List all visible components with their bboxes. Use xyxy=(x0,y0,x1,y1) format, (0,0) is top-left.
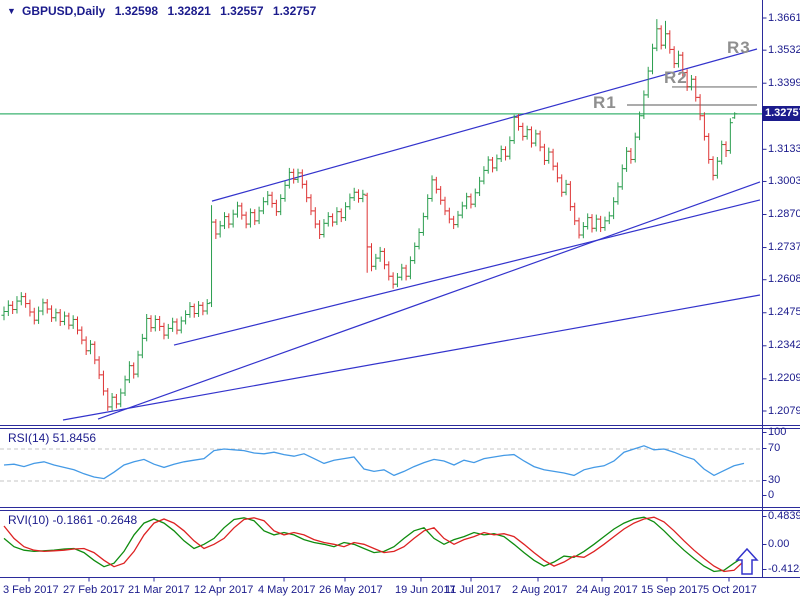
rsi-line xyxy=(3,445,745,480)
price-axis-label: 1.30035 xyxy=(768,174,800,187)
trendline-1[interactable] xyxy=(211,48,758,202)
symbol-period-label: GBPUSD,Daily xyxy=(22,4,106,18)
date-axis-label: 26 May 2017 xyxy=(319,584,383,596)
chart-ohlc-header: GBPUSD,Daily 1.32598 1.32821 1.32557 1.3… xyxy=(22,4,322,18)
price-axis-label: 1.31330 xyxy=(768,142,800,155)
indicator-axis-label: -0.4128 xyxy=(768,563,800,575)
indicator-axis-label: 0 xyxy=(768,489,775,501)
date-axis-label: 21 Mar 2017 xyxy=(128,584,190,596)
ohlc-bar xyxy=(727,118,733,154)
date-axis-label: 19 Jun 2017 xyxy=(395,584,456,596)
resistance-label-r3[interactable]: R3 xyxy=(727,38,751,57)
up-arrow-marker[interactable] xyxy=(735,547,759,575)
bar-high-value: 1.32821 xyxy=(167,4,211,18)
date-axis-label: 4 May 2017 xyxy=(258,584,316,596)
bar-open-value: 1.32598 xyxy=(114,4,159,18)
bar-low-value: 1.32557 xyxy=(220,4,264,18)
date-axis-label: 12 Apr 2017 xyxy=(194,584,254,596)
resistance-label-r1[interactable]: R1 xyxy=(593,93,617,112)
ohlc-bars xyxy=(1,19,738,411)
date-axis-label: 11 Jul 2017 xyxy=(445,584,502,596)
rvi-indicator-title: RVI(10) -0.1861 -0.2648 xyxy=(8,513,138,527)
indicator-axis-label: 0.4839 xyxy=(768,510,800,522)
price-axis-label: 1.27375 xyxy=(768,241,800,254)
price-axis-label: 1.33990 xyxy=(768,76,800,89)
date-axis-label: 2 Aug 2017 xyxy=(512,584,568,596)
indicator-axis-label: 30 xyxy=(768,474,781,486)
ohlc-bar xyxy=(360,189,366,203)
main-chart-surface[interactable] xyxy=(0,0,762,425)
date-axis-label: 3 Feb 2017 xyxy=(3,584,59,596)
date-axis-label: 24 Aug 2017 xyxy=(576,584,638,596)
rvi-line xyxy=(3,516,745,573)
rsi-indicator-title: RSI(14) 51.8456 xyxy=(8,431,97,445)
resistance-label-r2[interactable]: R2 xyxy=(664,68,688,87)
rsi-panel-surface[interactable] xyxy=(0,428,762,507)
price-axis-label: 1.26080 xyxy=(768,273,800,286)
trendline-2[interactable] xyxy=(173,199,761,346)
date-axis-label: 27 Feb 2017 xyxy=(63,584,125,596)
ohlc-bar xyxy=(204,299,210,315)
price-axis-label: 1.35320 xyxy=(768,43,800,56)
price-axis-label: 1.23420 xyxy=(768,339,800,352)
price-axis-label: 1.24750 xyxy=(768,306,800,319)
ohlc-collapse-icon[interactable]: ▼ xyxy=(7,6,16,16)
price-axis-label: 1.22090 xyxy=(768,372,800,385)
rvi-signal-line xyxy=(3,516,745,573)
bar-close-value: 1.32757 xyxy=(272,4,317,18)
price-axis-label: 1.28705 xyxy=(768,208,800,220)
indicator-axis-label: 70 xyxy=(768,442,781,454)
date-axis-label: 5 Oct 2017 xyxy=(703,584,757,596)
indicator-axis-label: 100 xyxy=(768,426,787,438)
price-axis-label: 1.20795 xyxy=(768,404,800,417)
indicator-axis-label: 0.00 xyxy=(768,538,790,550)
price-axis-label: 1.36615 xyxy=(768,11,800,24)
current-price-tag: 1.32757 xyxy=(762,106,800,122)
trendline-4[interactable] xyxy=(62,294,761,421)
date-axis-label: 15 Sep 2017 xyxy=(641,584,704,596)
trendline-3[interactable] xyxy=(97,181,761,420)
ohlc-bar xyxy=(732,112,738,119)
